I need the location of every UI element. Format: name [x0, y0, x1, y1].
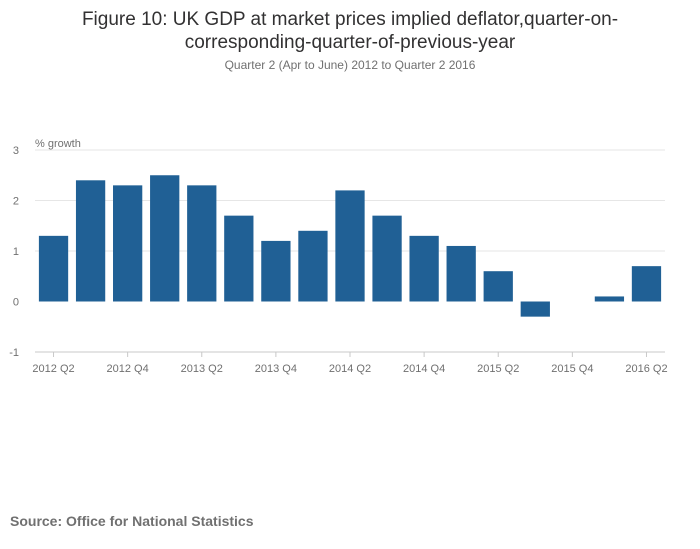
y-axis-ticks: -1 0 1 2 3 [9, 145, 19, 359]
chart-subtitle: Quarter 2 (Apr to June) 2012 to Quarter … [224, 58, 476, 72]
x-tick-label: 2013 Q4 [255, 363, 297, 375]
y-tick-label: 1 [13, 246, 19, 258]
bar [150, 175, 180, 302]
bar [520, 301, 550, 317]
y-tick-label: 0 [13, 297, 19, 309]
bar [335, 190, 365, 302]
bar [594, 296, 625, 302]
x-tick-label: 2014 Q2 [329, 363, 371, 375]
bar [409, 235, 439, 302]
x-tick-label: 2014 Q4 [403, 363, 445, 375]
x-axis: 2012 Q2 2012 Q4 2013 Q2 2013 Q4 2014 Q2 2014 … [32, 351, 668, 375]
bar [372, 215, 402, 302]
bar [631, 266, 662, 302]
y-axis-label: % growth [35, 138, 81, 150]
x-tick-label: 2013 Q2 [181, 363, 223, 375]
y-tick-label: 3 [13, 145, 19, 157]
bar [261, 240, 291, 302]
bar [483, 271, 513, 302]
x-tick-label: 2012 Q4 [107, 363, 149, 375]
bars [38, 175, 662, 317]
bar [298, 230, 328, 302]
bar [187, 185, 217, 302]
x-tick-label: 2015 Q4 [551, 363, 593, 375]
chart-title-line-2: corresponding-quarter-of-previous-year [184, 32, 516, 53]
chart-title-line-1: Figure 10: UK GDP at market prices impli… [81, 9, 619, 30]
x-tick-label: 2015 Q2 [477, 363, 519, 375]
x-tick-label: 2016 Q2 [625, 363, 667, 375]
source-note: Source: Office for National Statistics [10, 513, 254, 529]
y-tick-label: -1 [9, 347, 19, 359]
bar [224, 215, 254, 302]
x-tick-label: 2012 Q2 [32, 363, 74, 375]
bar [75, 180, 106, 302]
bar [38, 235, 69, 302]
bar [113, 185, 143, 302]
bar [446, 245, 476, 302]
chart-title: Figure 10: UK GDP at market prices impli… [0, 8, 700, 54]
y-tick-label: 2 [13, 196, 19, 208]
